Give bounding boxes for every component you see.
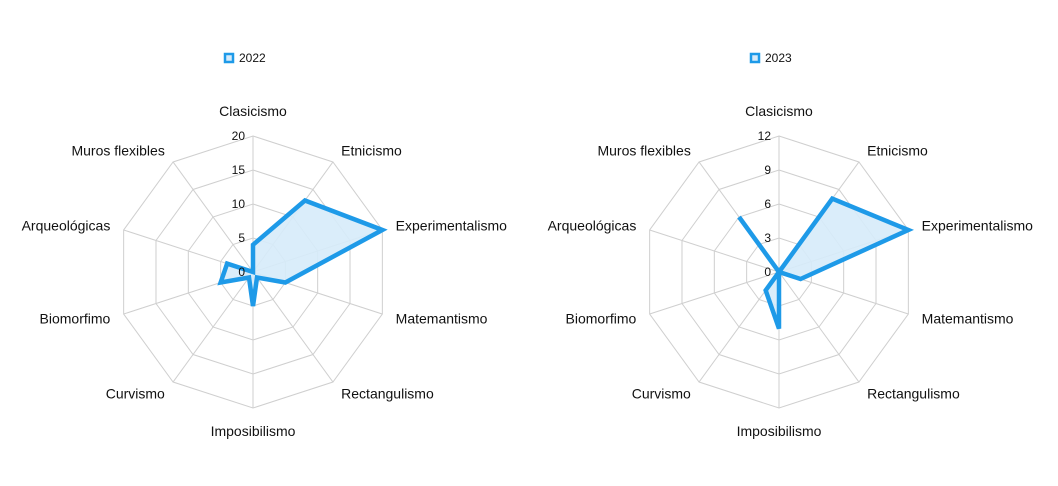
category-label: Curvismo [106,385,165,401]
category-label: Clasicismo [219,103,287,119]
category-label: Muros flexibles [597,143,690,159]
spoke [649,229,780,273]
category-label: Matemantismo [396,310,488,326]
tick-label: 6 [764,197,771,211]
legend: 2022 [223,51,266,65]
legend-label: 2022 [239,51,266,65]
series-line [217,197,388,307]
category-label: Rectangulismo [867,385,960,401]
tick-label: 9 [764,163,771,177]
category-label: Clasicismo [745,103,813,119]
category-label: Experimentalismo [396,218,507,234]
tick-label: 10 [232,197,246,211]
category-label: Curvismo [632,385,691,401]
category-label: Rectangulismo [341,385,434,401]
spoke [172,271,254,383]
spoke [172,161,254,273]
legend-swatch [223,52,235,64]
series-line [737,195,914,330]
category-label: Biomorfimo [40,310,111,326]
spoke [252,271,334,383]
category-label: Experimentalismo [922,218,1033,234]
category-label: Arqueológicas [22,218,111,234]
tick-label: 3 [764,231,771,245]
category-label: Arqueológicas [548,218,637,234]
tick-label: 15 [232,163,246,177]
category-label: Matemantismo [922,310,1014,326]
category-label: Etnicismo [341,143,402,159]
legend: 2023 [749,51,792,65]
category-label: Imposibilismo [211,423,296,439]
legend-label: 2023 [765,51,792,65]
legend-swatch [749,52,761,64]
tick-label: 5 [238,231,245,245]
tick-label: 0 [238,265,245,279]
tick-label: 12 [758,129,772,143]
tick-label: 0 [764,265,771,279]
category-label: Muros flexibles [71,143,164,159]
category-label: Biomorfimo [566,310,637,326]
spoke [649,271,780,315]
radar-chart-2022: 2022 0 5 10 15 20 Clasicismo Etnicismo Experimen… [22,51,508,439]
spoke [778,271,860,383]
category-label: Etnicismo [867,143,928,159]
radar-chart-2023: 2023 0 3 6 9 12 Clasicismo Etnicismo Experimenta… [548,51,1034,439]
tick-label: 20 [232,129,246,143]
category-label: Imposibilismo [737,423,822,439]
